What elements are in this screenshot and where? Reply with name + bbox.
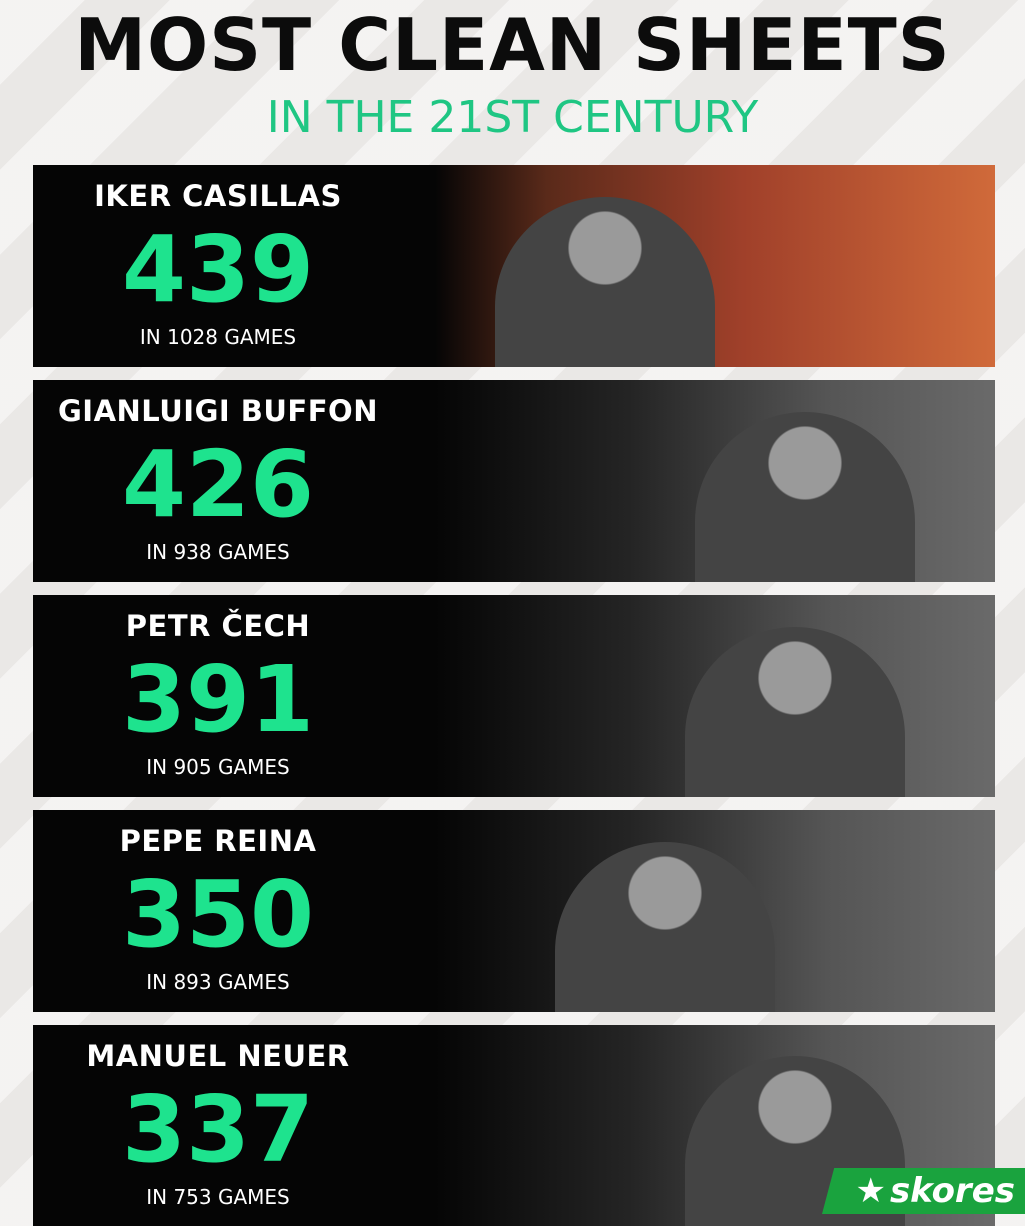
page-subtitle: IN THE 21ST CENTURY — [266, 92, 759, 143]
player-card: PETR ČECH 391 IN 905 GAMES — [33, 595, 995, 797]
clean-sheet-count: 426 — [121, 431, 315, 538]
clean-sheet-count: 439 — [121, 216, 315, 323]
player-card: GIANLUIGI BUFFON 426 IN 938 GAMES — [33, 380, 995, 582]
logo-text: skores — [889, 1171, 1015, 1211]
page-title: MOST CLEAN SHEETS — [74, 3, 951, 87]
player-name: MANUEL NEUER — [86, 1039, 350, 1073]
player-card: IKER CASILLAS 439 IN 1028 GAMES — [33, 165, 995, 367]
player-photo — [435, 810, 995, 1012]
star-icon: ★ — [855, 1171, 886, 1211]
player-photo — [435, 165, 995, 367]
clean-sheet-count: 337 — [121, 1076, 315, 1183]
player-name: IKER CASILLAS — [94, 179, 342, 213]
clean-sheet-count: 391 — [121, 646, 315, 753]
player-card: PEPE REINA 350 IN 893 GAMES — [33, 810, 995, 1012]
player-photo — [435, 380, 995, 582]
player-card: MANUEL NEUER 337 IN 753 GAMES — [33, 1025, 995, 1226]
player-name: PETR ČECH — [125, 609, 311, 643]
games-count: IN 893 GAMES — [146, 970, 290, 994]
games-count: IN 938 GAMES — [146, 540, 290, 564]
player-photo — [435, 595, 995, 797]
games-count: IN 1028 GAMES — [139, 325, 297, 349]
player-name: PEPE REINA — [119, 824, 317, 858]
games-count: IN 753 GAMES — [146, 1185, 290, 1209]
clean-sheet-count: 350 — [121, 861, 315, 968]
player-name: GIANLUIGI BUFFON — [58, 394, 378, 428]
games-count: IN 905 GAMES — [146, 755, 290, 779]
skores-logo: ★ skores — [822, 1168, 1025, 1214]
